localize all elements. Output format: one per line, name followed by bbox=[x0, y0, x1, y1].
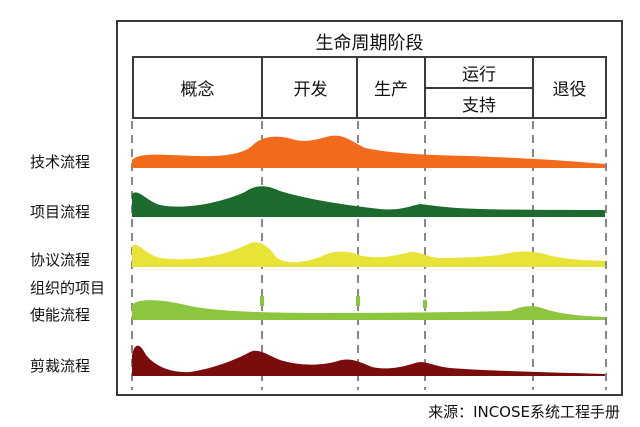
phase-divider-ops-mid bbox=[424, 87, 534, 119]
enabling-process-band bbox=[132, 300, 605, 320]
enabling-tick-prod bbox=[356, 296, 360, 306]
enabling-ticks bbox=[260, 296, 427, 308]
row-label-org-project: 组织的项目 bbox=[30, 279, 106, 297]
source-caption: 来源：INCOSE系统工程手册 bbox=[428, 403, 620, 421]
lifecycle-title: 生命周期阶段 bbox=[315, 33, 424, 54]
phase-divider-dev bbox=[261, 56, 358, 119]
row-label-enabling: 使能流程 bbox=[30, 306, 91, 324]
agreement-process-band bbox=[132, 242, 605, 267]
row-label-agreement: 协议流程 bbox=[30, 251, 91, 269]
phase-production: 生产 bbox=[374, 80, 408, 100]
phase-concept: 概念 bbox=[180, 80, 215, 100]
project-process-band bbox=[132, 186, 605, 217]
row-label-project: 项目流程 bbox=[30, 203, 91, 221]
technical-process-band bbox=[132, 135, 605, 168]
row-label-technical: 技术流程 bbox=[30, 153, 91, 171]
phase-retirement: 退役 bbox=[552, 80, 587, 100]
row-label-tailoring: 剪裁流程 bbox=[30, 357, 91, 375]
enabling-tick-dev bbox=[260, 296, 264, 306]
enabling-tick-ops bbox=[423, 300, 427, 308]
phase-operation: 运行 bbox=[462, 65, 496, 85]
phase-support: 支持 bbox=[462, 95, 496, 116]
phase-development: 开发 bbox=[293, 80, 328, 100]
tailoring-process-band bbox=[132, 345, 605, 376]
